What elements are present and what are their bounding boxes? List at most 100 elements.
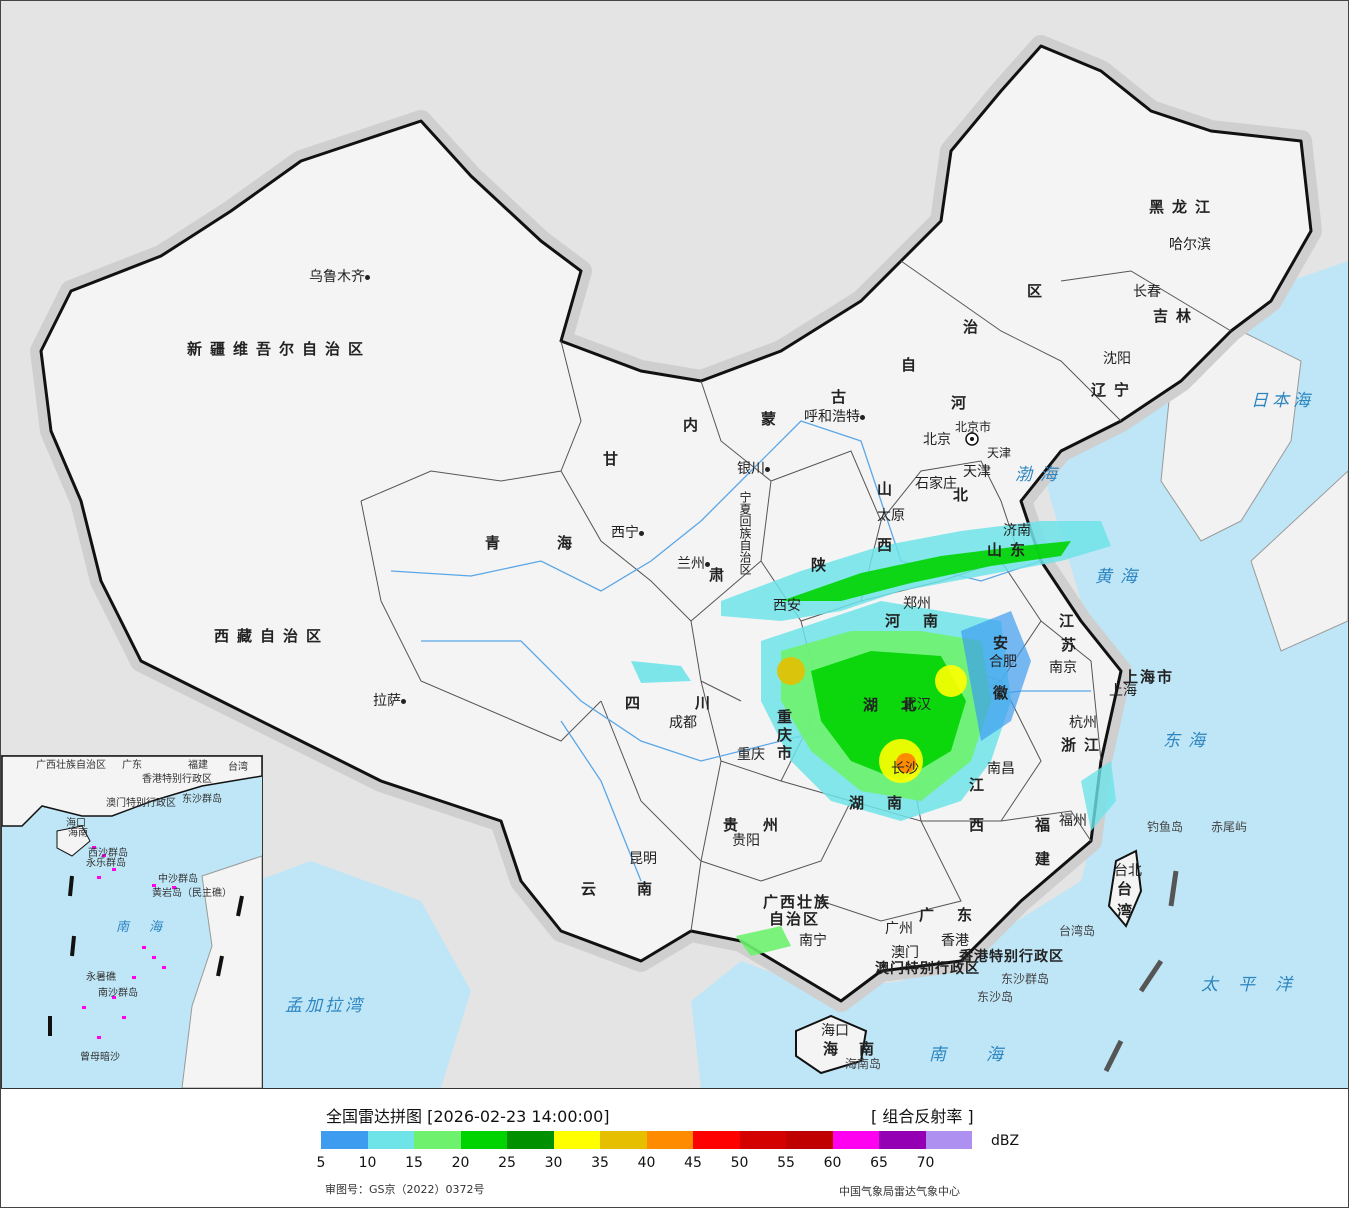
prov-sichuan-a: 四 (625, 694, 649, 712)
sea-taipingyang: 太平洋 (1201, 975, 1312, 995)
prov-fujian-b: 建 (1035, 850, 1059, 868)
echo-yellow-3 (777, 657, 805, 685)
legend-tick-label: 5 (316, 1155, 326, 1171)
prov-ningxia: 宁夏回族自治区 (738, 491, 752, 575)
legend-tick-label: 30 (544, 1155, 563, 1171)
prov-neimenggu-f: 区 (1027, 282, 1051, 300)
prov-anhui-b: 徽 (993, 684, 1017, 702)
prov-jiangxi-a: 江 (969, 776, 993, 794)
prov-guangdong-b: 东 (957, 906, 981, 924)
prov-fujian-a: 福 (1035, 816, 1059, 834)
prov-hubei-a: 湖 (863, 696, 887, 714)
legend-unit: dBZ (991, 1133, 1020, 1149)
hainan-island (795, 1014, 868, 1075)
japan-land (1250, 470, 1348, 652)
city-chengdu: 成都 (669, 715, 697, 731)
prov-hubei-b: 北 (901, 696, 925, 714)
prov-zhejiang: 浙江 (1061, 736, 1108, 754)
island-dongsha-dao: 东沙岛 (977, 990, 1014, 1004)
prov-yunnan-a: 云 (581, 880, 605, 898)
city-nanning: 南宁 (799, 933, 827, 949)
echo-band-north-core (781, 541, 1071, 601)
city-xian: 西安 (773, 598, 801, 614)
inset-taiwan: 台湾 (228, 762, 248, 773)
city-lanzhou: 兰州 (677, 556, 710, 572)
prov-hunan-a: 湖 (849, 794, 873, 812)
city-guangzhou: 广州 (885, 921, 913, 937)
legend-tick-label: 50 (730, 1155, 749, 1171)
legend-swatch (739, 1131, 786, 1149)
legend-swatch (832, 1131, 879, 1149)
prov-heilongjiang: 黑龙江 (1149, 198, 1219, 216)
prov-shandong: 山东 (987, 541, 1034, 559)
city-lhasa: 拉萨 (373, 693, 406, 709)
legend-tick-label: 25 (498, 1155, 516, 1171)
legend-tick-label: 10 (358, 1155, 377, 1171)
map-canvas (30, 35, 1348, 1088)
city-shijiazhuang: 石家庄 (915, 476, 957, 492)
city-kunming: 昆明 (629, 851, 657, 867)
legend-swatch (507, 1131, 554, 1149)
prov-gansu: 甘 (603, 450, 627, 468)
prov-neimenggu-c: 古 (831, 388, 855, 406)
prov-neimenggu-b: 蒙 (761, 410, 785, 428)
prov-taiwan-b: 湾 (1117, 902, 1141, 920)
sea-mengjiala: 孟加拉湾 (285, 996, 365, 1016)
prov-jiangsu-b: 苏 (1061, 636, 1085, 654)
legend-swatch (321, 1131, 368, 1149)
prov-guizhou-b: 州 (763, 816, 787, 834)
prov-jiangxi-b: 西 (969, 816, 993, 834)
legend-swatch (786, 1131, 833, 1149)
city-hohhot: 呼和浩特 (804, 409, 865, 425)
city-hongkong: 香港 (941, 933, 969, 949)
inset-zhongsha: 中沙群岛 (158, 874, 198, 885)
city-nanchang: 南昌 (987, 761, 1015, 777)
legend-tick-label: 60 (823, 1155, 842, 1171)
legend-swatch (646, 1131, 693, 1149)
city-urumqi: 乌鲁木齐 (309, 269, 370, 285)
prov-sichuan-b: 川 (695, 694, 719, 712)
prov-guangdong-a: 广 (919, 906, 943, 924)
sea-huanghai: 黄海 (1095, 567, 1145, 587)
legend-swatch (414, 1131, 461, 1149)
echo-west (631, 661, 691, 683)
city-beijing: 北京 (923, 432, 951, 448)
legend-swatch (553, 1131, 600, 1149)
prov-yunnan-b: 南 (637, 880, 661, 898)
maritime-lines (1103, 870, 1179, 1073)
legend-ticks: 5 10 15 20 25 30 35 40 45 50 55 60 65 70 (317, 1155, 1021, 1173)
city-wuhan: 武汉 (903, 697, 931, 713)
inset-zengmu: 曾母暗沙 (80, 1052, 120, 1063)
prov-chongqing-a: 重 (777, 708, 801, 726)
prov-taiwan-a: 台 (1117, 880, 1141, 898)
radar-echoes (631, 521, 1116, 956)
prov-chongqing-c: 市 (777, 744, 801, 762)
inset-fujian: 福建 (188, 760, 208, 771)
legend-swatch (367, 1131, 414, 1149)
prov-xinjiang: 新疆维吾尔自治区 (187, 340, 372, 358)
echo-east (961, 611, 1031, 741)
legend-color-bar (321, 1131, 972, 1149)
legend-tick-label: 65 (870, 1155, 888, 1171)
prov-beijing-shi: 北京市 (955, 420, 992, 434)
city-xining: 西宁 (611, 525, 644, 541)
prov-hebei-b: 北 (953, 486, 977, 504)
inset-yongle: 永乐群岛 (86, 858, 126, 869)
city-yinchuan: 银川 (737, 461, 770, 477)
bay-of-bengal (201, 861, 471, 1088)
prov-neimenggu-e: 治 (963, 318, 987, 336)
city-shenyang: 沈阳 (1103, 351, 1131, 367)
south-china-sea-inset: 广西壮族自治区 广东 福建 台湾 香港特别行政区 澳门特别行政区 东沙群岛 海口… (1, 755, 263, 1088)
echo-fujian (1081, 761, 1116, 831)
prov-shaanxi: 陕 (811, 556, 835, 574)
city-harbin: 哈尔滨 (1169, 237, 1211, 253)
prov-henan-a: 河 (885, 612, 909, 630)
city-macao: 澳门 (891, 945, 919, 961)
legend-tick-label: 40 (637, 1155, 656, 1171)
city-changchun: 长春 (1133, 284, 1161, 300)
prov-shanxi-a: 山 (877, 480, 901, 498)
prov-neimenggu-d: 自 (901, 356, 925, 374)
legend-tick-label: 35 (591, 1155, 609, 1171)
island-taiwan: 台湾岛 (1059, 924, 1096, 938)
inset-hainan: 海南 (68, 828, 88, 839)
